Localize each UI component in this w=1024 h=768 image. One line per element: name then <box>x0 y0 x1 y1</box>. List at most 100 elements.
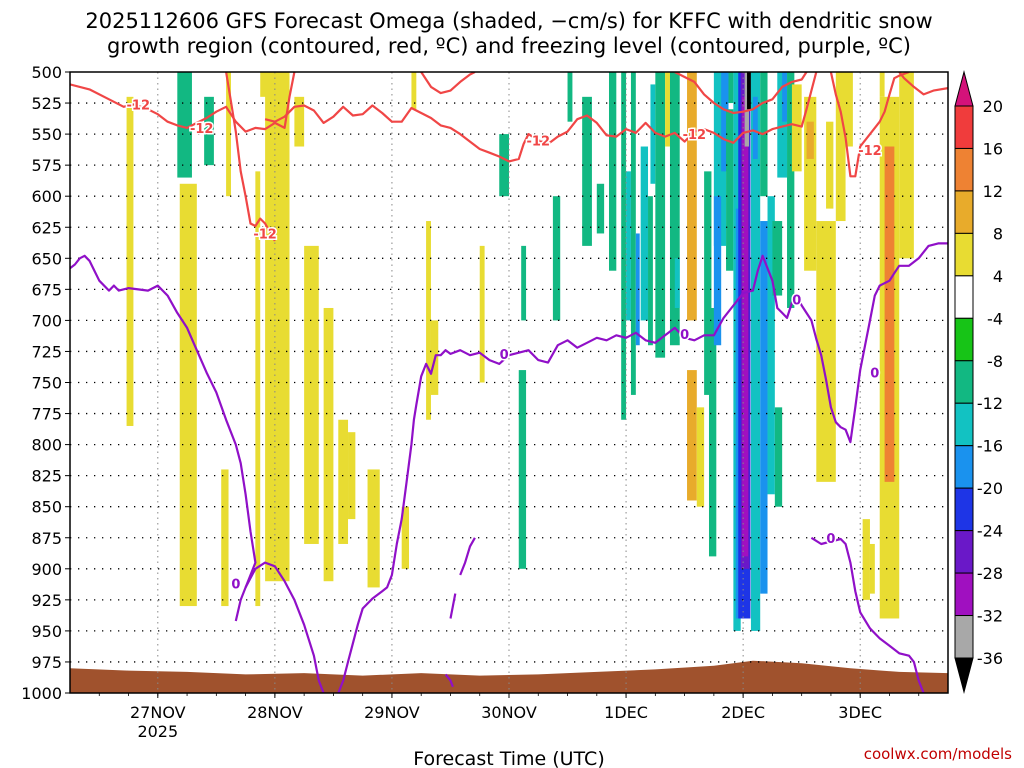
omega-cell-26 <box>596 183 605 234</box>
colorbar-swatch-3 <box>954 190 974 234</box>
colorbar-label-8: -16 <box>977 437 1003 456</box>
omega-cell-75 <box>879 72 885 97</box>
x-tick-label-30NOV: 30NOV <box>481 703 537 722</box>
grid-layer <box>70 72 948 693</box>
colorbar-label-2: 12 <box>983 182 1003 201</box>
omega-cell-74 <box>869 543 875 594</box>
omega-cell-45 <box>713 196 722 346</box>
dgz-minus12-label-4: -12 <box>683 128 707 143</box>
colorbar-label-10: -24 <box>977 522 1003 541</box>
credit-text: coolwx.com/models <box>864 745 1012 763</box>
ground-fill <box>70 660 948 693</box>
omega-cell-35 <box>655 72 666 358</box>
colorbar-swatch-8 <box>954 402 974 447</box>
dgz-minus12-line-1 <box>225 72 276 242</box>
omega-cell-11 <box>323 307 334 582</box>
y-tick-label-975: 975 <box>31 653 62 672</box>
y-tick-label-525: 525 <box>31 94 62 113</box>
omega-cell-48 <box>726 109 734 271</box>
omega-cell-61 <box>772 221 783 296</box>
omega-cell-40 <box>687 370 697 501</box>
y-tick-label-825: 825 <box>31 467 62 486</box>
colorbar-label-0: 20 <box>983 97 1003 116</box>
omega-cell-34 <box>650 84 656 184</box>
freezing-0-line-0 <box>70 254 257 622</box>
omega-cell-43 <box>708 307 717 557</box>
omega-cell-53 <box>742 96 749 557</box>
freezing-0-line-5 <box>449 593 457 619</box>
omega-cell-18 <box>411 72 417 110</box>
omega-cell-78 <box>899 72 914 259</box>
colorbar-label-12: -32 <box>977 607 1003 626</box>
colorbar-swatch-2 <box>954 147 974 192</box>
x-tick-label-3DEC: 3DEC <box>838 703 882 722</box>
y-tick-label-900: 900 <box>31 560 62 579</box>
omega-cell-13 <box>348 432 356 520</box>
pressure-axis: 500 525 550 575 600 625 650 675 700 725 750 775 800 8… <box>21 63 70 703</box>
omega-cell-8 <box>265 72 290 582</box>
freezing-0-line-1 <box>244 561 325 693</box>
colorbar-label-7: -12 <box>977 394 1003 413</box>
omega-cell-72 <box>843 72 853 147</box>
omega-cell-46 <box>721 72 729 172</box>
y-tick-label-750: 750 <box>31 374 62 393</box>
omega-cell-16 <box>426 221 431 420</box>
omega-cell-31 <box>635 233 640 346</box>
omega-cell-6 <box>255 171 261 607</box>
omega-cell-1 <box>177 72 192 178</box>
omega-cell-68 <box>806 121 814 159</box>
freezing-0-line-4 <box>459 537 476 576</box>
omega-cell-42 <box>704 171 712 395</box>
y-tick-label-700: 700 <box>31 311 62 330</box>
dgz-minus12-line-0 <box>70 72 296 133</box>
omega-cell-22 <box>521 245 527 321</box>
colorbar-swatch-1 <box>954 105 974 149</box>
colorbar-swatch-6 <box>954 317 974 362</box>
dgz-minus12-label-5: -12 <box>858 144 882 159</box>
colorbar-swatch-12 <box>954 572 974 617</box>
omega-cell-55 <box>747 72 751 110</box>
y-tick-label-675: 675 <box>31 280 62 299</box>
y-tick-label-950: 950 <box>31 622 62 641</box>
omega-cell-66 <box>791 84 802 172</box>
dgz-minus12-line-6 <box>898 72 948 96</box>
y-tick-label-775: 775 <box>31 405 62 424</box>
y-tick-label-625: 625 <box>31 218 62 237</box>
contour-layer <box>70 72 948 693</box>
omega-cell-27 <box>608 72 617 271</box>
contour-label-layer: -12 -12 -12 -12 -12 -12 0 0 0 0 0 0 <box>125 97 883 594</box>
dgz-minus12-label-3: -12 <box>527 134 551 149</box>
omega-cell-58 <box>760 221 768 594</box>
omega-cell-15 <box>401 506 410 569</box>
omega-cell-60 <box>767 196 775 495</box>
colorbar-label-1: 16 <box>983 139 1003 158</box>
y-tick-label-1000: 1000 <box>21 684 62 703</box>
freezing-0-label-0: 0 <box>231 578 240 593</box>
dgz-minus12-line-4 <box>674 72 808 115</box>
dgz-minus12-line-3 <box>420 72 476 95</box>
omega-cell-32 <box>640 146 649 321</box>
omega-cell-54 <box>744 72 749 147</box>
freezing-0-label-2: 0 <box>680 328 689 343</box>
omega-cell-29 <box>626 171 631 321</box>
y-tick-label-875: 875 <box>31 529 62 548</box>
freezing-0-label-4: 0 <box>870 367 879 382</box>
omega-cell-38 <box>674 258 680 308</box>
omega-cell-4 <box>221 469 229 607</box>
x-tick-label-29NOV: 29NOV <box>364 703 420 722</box>
omega-cell-39 <box>687 72 697 321</box>
colorbar-swatch-9 <box>954 445 974 489</box>
y-tick-label-500: 500 <box>31 63 62 82</box>
x-tick-label-27NOV: 27NOV <box>130 703 186 722</box>
freezing-0-label-3: 0 <box>792 293 801 308</box>
dgz-minus12-line-2 <box>264 72 818 163</box>
omega-cell-25 <box>582 96 592 246</box>
y-tick-label-575: 575 <box>31 156 62 175</box>
omega-cell-9 <box>294 96 305 147</box>
y-tick-label-725: 725 <box>31 342 62 361</box>
omega-cell-77 <box>884 146 895 482</box>
y-tick-label-650: 650 <box>31 249 62 268</box>
chart-title-line1: 2025112606 GFS Forecast Omega (shaded, −… <box>85 9 932 33</box>
omega-cell-10 <box>304 245 319 544</box>
